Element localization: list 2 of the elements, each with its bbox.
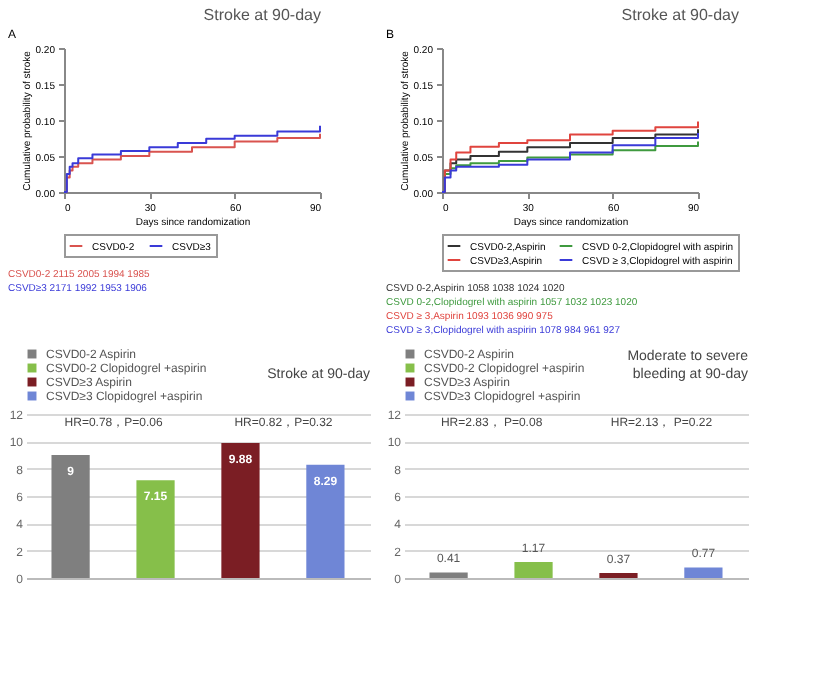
chart-title: Stroke at 90-day xyxy=(203,6,321,24)
chart-title: Stroke at 90-day xyxy=(621,6,739,24)
